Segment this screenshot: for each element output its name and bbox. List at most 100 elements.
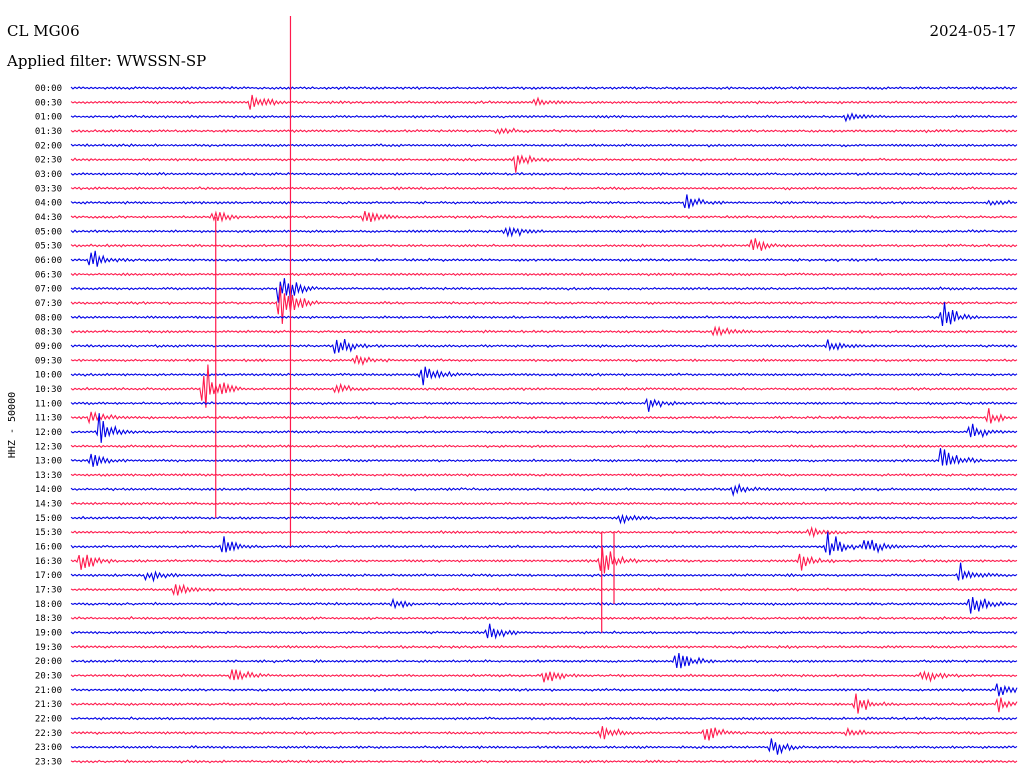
time-tick-label: 21:30 [35, 700, 62, 710]
time-tick-label: 10:30 [35, 385, 62, 395]
time-tick-label: 00:00 [35, 84, 62, 94]
time-tick-label: 09:30 [35, 356, 62, 366]
filter-label: Applied filter: WWSSN-SP [6, 52, 206, 70]
time-tick-label: 08:30 [35, 328, 62, 338]
trace-row [70, 325, 1018, 337]
time-tick-label: 17:30 [35, 586, 62, 596]
trace-row [70, 225, 1018, 238]
trace-row [70, 583, 1018, 596]
time-tick-label: 13:30 [35, 471, 62, 481]
time-tick-label: 19:00 [35, 629, 62, 639]
trace-row [70, 738, 1018, 755]
time-tick-label: 12:30 [35, 442, 62, 452]
trace-row [70, 364, 1018, 408]
trace-row [70, 408, 1018, 425]
time-tick-label: 15:00 [35, 514, 62, 524]
time-tick-label: 00:30 [35, 98, 62, 108]
trace-row [70, 759, 1018, 764]
time-tick-label: 03:30 [35, 184, 62, 194]
trace-row [70, 562, 1018, 583]
time-tick-label: 22:30 [35, 729, 62, 739]
time-tick-label: 02:00 [35, 141, 62, 151]
time-tick-label: 01:00 [35, 113, 62, 123]
trace-row [70, 85, 1018, 91]
time-tick-label: 14:30 [35, 500, 62, 510]
time-tick-label: 08:00 [35, 313, 62, 323]
trace-row [70, 154, 1018, 173]
trace-row [70, 448, 1018, 467]
trace-row [70, 623, 1018, 640]
trace-row [70, 683, 1018, 697]
trace-row [70, 653, 1018, 669]
time-tick-label: 12:00 [35, 428, 62, 438]
time-tick-label: 16:00 [35, 543, 62, 553]
trace-row [70, 272, 1018, 277]
trace-row [70, 285, 1018, 324]
time-tick-label: 03:00 [35, 170, 62, 180]
time-tick-label: 17:00 [35, 571, 62, 581]
time-tick-label: 19:30 [35, 643, 62, 653]
time-tick-label: 18:30 [35, 614, 62, 624]
trace-row [70, 210, 1018, 223]
time-tick-label: 06:30 [35, 270, 62, 280]
trace-row [70, 250, 1018, 267]
long-spikes [215, 16, 615, 633]
time-tick-label: 04:30 [35, 213, 62, 223]
trace-row [70, 513, 1018, 525]
trace-row [70, 112, 1018, 123]
time-tick-labels: 00:00 00:30 01:00 01:30 02:00 02:30 03:00 03:30… [35, 84, 62, 768]
time-tick-label: 01:30 [35, 127, 62, 137]
trace-row [70, 472, 1018, 478]
trace-row [70, 644, 1018, 650]
time-tick-label: 23:00 [35, 743, 62, 753]
time-tick-label: 13:00 [35, 457, 62, 467]
trace-row [70, 693, 1018, 714]
seismic-traces [70, 85, 1018, 764]
time-tick-label: 11:30 [35, 414, 62, 424]
time-tick-label: 07:30 [35, 299, 62, 309]
time-tick-label: 02:30 [35, 156, 62, 166]
trace-row [70, 94, 1018, 110]
trace-row [70, 194, 1018, 209]
trace-row [70, 127, 1018, 136]
time-tick-label: 20:00 [35, 657, 62, 667]
time-tick-label: 05:00 [35, 227, 62, 237]
trace-row [70, 302, 1018, 326]
time-tick-label: 21:00 [35, 686, 62, 696]
trace-row [70, 238, 1018, 251]
trace-row [70, 547, 1018, 574]
time-tick-label: 11:00 [35, 399, 62, 409]
time-tick-label: 10:00 [35, 371, 62, 381]
trace-row [70, 669, 1018, 683]
y-axis-label: HHZ - 50000 [7, 392, 18, 458]
time-tick-label: 22:00 [35, 715, 62, 725]
trace-row [70, 366, 1018, 386]
time-tick-label: 04:00 [35, 199, 62, 209]
trace-row [70, 278, 1018, 303]
trace-row [70, 597, 1018, 614]
time-tick-label: 14:00 [35, 485, 62, 495]
time-tick-label: 23:30 [35, 758, 62, 768]
trace-row [70, 355, 1018, 366]
time-tick-label: 07:00 [35, 285, 62, 295]
time-tick-label: 15:30 [35, 528, 62, 538]
time-tick-label: 16:30 [35, 557, 62, 567]
time-tick-label: 09:00 [35, 342, 62, 352]
trace-row [70, 482, 1018, 497]
trace-row [70, 186, 1018, 191]
time-tick-label: 05:30 [35, 242, 62, 252]
station-label: CL MG06 [7, 22, 80, 40]
time-tick-label: 20:30 [35, 672, 62, 682]
trace-row [70, 615, 1018, 621]
trace-row [70, 397, 1018, 412]
date-label: 2024-05-17 [930, 22, 1016, 40]
time-tick-label: 06:00 [35, 256, 62, 266]
trace-row [70, 716, 1018, 721]
trace-row [70, 338, 1018, 354]
time-tick-label: 18:00 [35, 600, 62, 610]
trace-row [70, 531, 1018, 556]
trace-row [70, 501, 1018, 506]
trace-row [70, 525, 1018, 539]
trace-row [70, 413, 1018, 443]
